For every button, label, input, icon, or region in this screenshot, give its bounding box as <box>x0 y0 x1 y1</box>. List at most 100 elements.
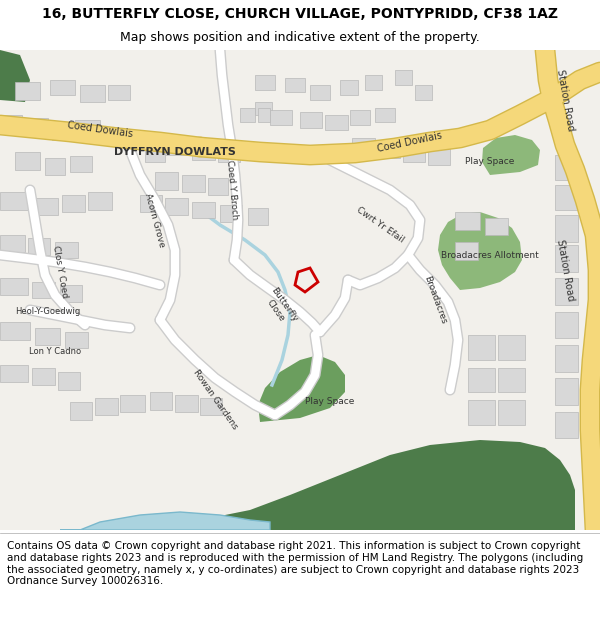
Polygon shape <box>555 245 578 272</box>
Text: Cwrt Yr Efail: Cwrt Yr Efail <box>355 206 406 244</box>
Polygon shape <box>300 112 322 128</box>
Polygon shape <box>28 238 50 255</box>
Polygon shape <box>310 85 330 100</box>
Polygon shape <box>0 278 28 295</box>
Polygon shape <box>352 138 375 155</box>
Polygon shape <box>555 155 578 180</box>
Polygon shape <box>415 85 432 100</box>
Polygon shape <box>0 50 30 102</box>
Text: Acorn Grove: Acorn Grove <box>143 192 167 248</box>
Polygon shape <box>455 242 478 260</box>
Polygon shape <box>165 198 188 215</box>
Polygon shape <box>468 368 495 392</box>
Text: Coed Y Broch: Coed Y Broch <box>225 159 239 221</box>
Polygon shape <box>58 372 80 390</box>
Polygon shape <box>258 108 270 122</box>
Text: Map shows position and indicative extent of the property.: Map shows position and indicative extent… <box>120 31 480 44</box>
Polygon shape <box>555 378 578 405</box>
Text: Clos Y Coed: Clos Y Coed <box>51 245 69 299</box>
Text: Rowan Gardens: Rowan Gardens <box>191 369 239 431</box>
Polygon shape <box>95 398 118 415</box>
Text: 16, BUTTERFLY CLOSE, CHURCH VILLAGE, PONTYPRIDD, CF38 1AZ: 16, BUTTERFLY CLOSE, CHURCH VILLAGE, PON… <box>42 7 558 21</box>
Polygon shape <box>438 212 522 290</box>
Polygon shape <box>192 202 215 218</box>
Polygon shape <box>498 368 525 392</box>
Polygon shape <box>35 328 60 345</box>
Polygon shape <box>50 80 75 95</box>
Polygon shape <box>165 138 188 155</box>
Polygon shape <box>350 110 370 125</box>
Polygon shape <box>255 102 272 115</box>
Polygon shape <box>35 198 58 215</box>
Polygon shape <box>240 108 255 122</box>
Polygon shape <box>62 195 85 212</box>
Text: Coed Dowlais: Coed Dowlais <box>377 130 443 154</box>
Polygon shape <box>150 392 172 410</box>
Polygon shape <box>145 147 165 162</box>
Polygon shape <box>455 212 480 230</box>
Polygon shape <box>65 332 88 348</box>
Text: DYFFRYN DOWLATS: DYFFRYN DOWLATS <box>114 147 236 157</box>
Polygon shape <box>0 235 25 252</box>
Polygon shape <box>375 108 395 122</box>
Polygon shape <box>482 135 540 175</box>
Polygon shape <box>55 242 78 258</box>
Polygon shape <box>428 148 450 165</box>
Polygon shape <box>108 85 130 100</box>
Polygon shape <box>155 172 178 190</box>
Polygon shape <box>555 312 578 338</box>
Polygon shape <box>468 335 495 360</box>
Text: Station Road: Station Road <box>554 238 575 302</box>
Text: Heol-Y-Goedwig: Heol-Y-Goedwig <box>16 308 80 316</box>
Polygon shape <box>52 122 72 140</box>
Polygon shape <box>70 402 92 420</box>
Text: Coed Dowlais: Coed Dowlais <box>67 121 133 139</box>
Polygon shape <box>555 278 578 305</box>
Polygon shape <box>555 185 578 210</box>
Polygon shape <box>395 70 412 85</box>
Polygon shape <box>403 145 425 162</box>
Polygon shape <box>258 355 345 422</box>
Polygon shape <box>498 400 525 425</box>
Polygon shape <box>80 440 575 530</box>
Polygon shape <box>70 156 92 172</box>
Polygon shape <box>32 368 55 385</box>
Polygon shape <box>255 75 275 90</box>
Polygon shape <box>248 208 268 225</box>
Text: Play Space: Play Space <box>305 398 355 406</box>
Polygon shape <box>555 215 578 242</box>
Polygon shape <box>60 285 82 302</box>
Text: Station Road: Station Road <box>554 68 575 132</box>
Text: Broadacres: Broadacres <box>422 274 448 326</box>
Polygon shape <box>80 85 105 102</box>
Polygon shape <box>175 395 198 412</box>
Polygon shape <box>75 120 100 135</box>
Polygon shape <box>45 158 65 175</box>
Polygon shape <box>208 178 228 195</box>
Polygon shape <box>468 400 495 425</box>
Polygon shape <box>378 142 400 158</box>
Polygon shape <box>218 145 240 162</box>
Polygon shape <box>220 205 242 222</box>
Polygon shape <box>0 115 22 130</box>
Polygon shape <box>498 335 525 360</box>
Polygon shape <box>555 345 578 372</box>
Polygon shape <box>0 192 30 210</box>
Polygon shape <box>15 152 40 170</box>
Polygon shape <box>25 118 48 135</box>
Text: Contains OS data © Crown copyright and database right 2021. This information is : Contains OS data © Crown copyright and d… <box>7 541 583 586</box>
Polygon shape <box>192 142 215 160</box>
Polygon shape <box>140 195 162 212</box>
Polygon shape <box>485 218 508 235</box>
Polygon shape <box>120 395 145 412</box>
Polygon shape <box>200 398 222 415</box>
Text: Lon Y Cadno: Lon Y Cadno <box>29 348 81 356</box>
Polygon shape <box>555 412 578 438</box>
Polygon shape <box>15 82 40 100</box>
Polygon shape <box>340 80 358 95</box>
Polygon shape <box>285 78 305 92</box>
Polygon shape <box>182 175 205 192</box>
Polygon shape <box>0 365 28 382</box>
Polygon shape <box>325 115 348 130</box>
Text: Play Space: Play Space <box>466 158 515 166</box>
